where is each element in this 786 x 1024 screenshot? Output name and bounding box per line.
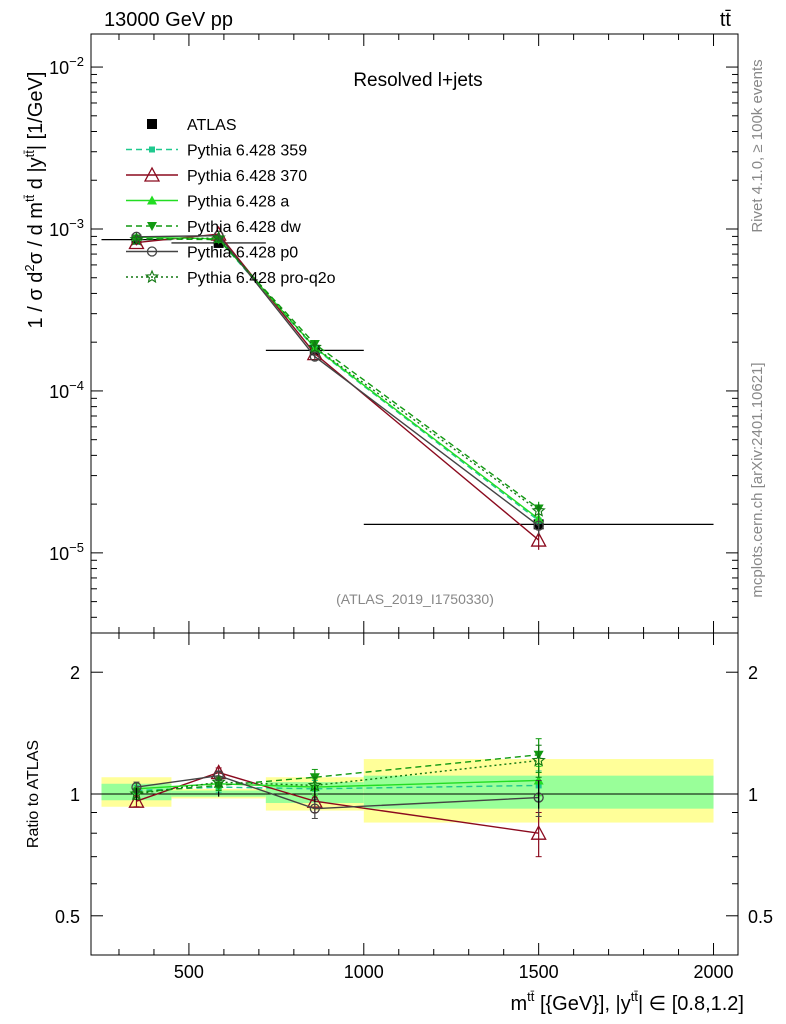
y-tick-label: 10−4 <box>49 378 84 402</box>
ratio-line <box>136 754 539 793</box>
legend-marker <box>144 269 160 284</box>
x-tick-label: 2000 <box>693 962 733 982</box>
plot-title: Resolved l+jets <box>353 70 482 91</box>
ratio-point <box>309 803 320 814</box>
ratio-line <box>136 779 539 790</box>
ratio-y-tick-label-left: 2 <box>70 663 80 683</box>
legend-entry: Pythia 6.428 370 <box>126 166 307 185</box>
data-point <box>307 339 322 354</box>
ratio-line <box>136 759 539 795</box>
legend-label: Pythia 6.428 dw <box>187 219 301 236</box>
y-tick-label: 10−3 <box>49 216 84 240</box>
legend: ATLAS Pythia 6.428 359 Pythia 6.428 370 Pyt… <box>126 117 336 287</box>
analysis-watermark: (ATLAS_2019_I1750330) <box>336 591 494 607</box>
legend-label: Pythia 6.428 pro-q2o <box>187 270 336 287</box>
mcplots-label: mcplots.cern.ch [arXiv:2401.10621] <box>749 362 766 597</box>
legend-marker <box>147 119 157 129</box>
energy-label: 13000 GeV pp <box>104 9 233 31</box>
y-tick-label: 10−2 <box>49 54 84 78</box>
legend-marker <box>146 246 158 257</box>
data-point <box>531 503 546 517</box>
data-point <box>530 531 547 547</box>
legend-label: Pythia 6.428 359 <box>187 143 307 160</box>
legend-label: Pythia 6.428 370 <box>187 168 307 185</box>
ratio-y-tick-label-left: 0.5 <box>55 907 80 927</box>
main-y-axis-label: 1 / σ d2σ / d mtt̄ d |ytt̄| [1/GeV] <box>22 72 47 329</box>
x-tick-label: 1500 <box>519 962 559 982</box>
legend-entry: Pythia 6.428 a <box>126 194 289 211</box>
series-line <box>136 234 540 527</box>
axis-ticks: 500 1000 1500 2000 10−5 10−4 10−3 10−2 0.5 0.5 1 1 2… <box>49 34 773 982</box>
ratio-point <box>128 792 145 808</box>
process-label: tt̄ <box>720 9 732 31</box>
ratio-series-atlas <box>135 780 540 809</box>
x-axis-label: mtt̄ [{GeV}], |ytt̄| ∈ [0.8,1.2] <box>510 989 744 1015</box>
ratio-point <box>530 824 547 840</box>
legend-entry: Pythia 6.428 p0 <box>126 245 298 262</box>
series-line <box>136 237 540 512</box>
legend-marker <box>147 222 157 231</box>
ratio-point <box>211 774 226 789</box>
data-point <box>309 351 320 362</box>
ratio-series-group <box>128 738 547 858</box>
legend-entry: Pythia 6.428 dw <box>126 219 301 236</box>
ratio-y-tick-label-right: 0.5 <box>748 907 773 927</box>
rivet-version-label: Rivet 4.1.0, ≥ 100k events <box>749 59 766 232</box>
ratio-y-tick-label-right: 2 <box>748 663 758 683</box>
series-pythia-6-428-pro-q2o <box>129 230 546 519</box>
data-point <box>211 230 226 244</box>
ratio-y-axis-label: Ratio to ATLAS <box>25 740 42 848</box>
data-point <box>129 232 144 246</box>
legend-marker <box>147 195 157 205</box>
legend-marker <box>149 146 155 153</box>
ratio-point <box>531 753 546 767</box>
legend-entry: ATLAS <box>147 117 237 134</box>
legend-marker <box>143 166 161 182</box>
x-tick-label: 1000 <box>344 962 384 982</box>
legend-label: Pythia 6.428 p0 <box>187 245 298 262</box>
main-series-group <box>101 225 714 550</box>
ratio-y-tick-label-left: 1 <box>70 785 80 805</box>
data-point <box>533 520 544 531</box>
ratio-y-tick-label-right: 1 <box>748 785 758 805</box>
legend-label: ATLAS <box>187 117 237 134</box>
y-tick-label: 10−5 <box>49 540 84 564</box>
ratio-line <box>136 774 539 810</box>
x-tick-label: 500 <box>174 962 204 982</box>
legend-label: Pythia 6.428 a <box>187 194 289 211</box>
legend-entry: Pythia 6.428 359 <box>126 143 307 160</box>
legend-entry: Pythia 6.428 pro-q2o <box>126 269 336 287</box>
